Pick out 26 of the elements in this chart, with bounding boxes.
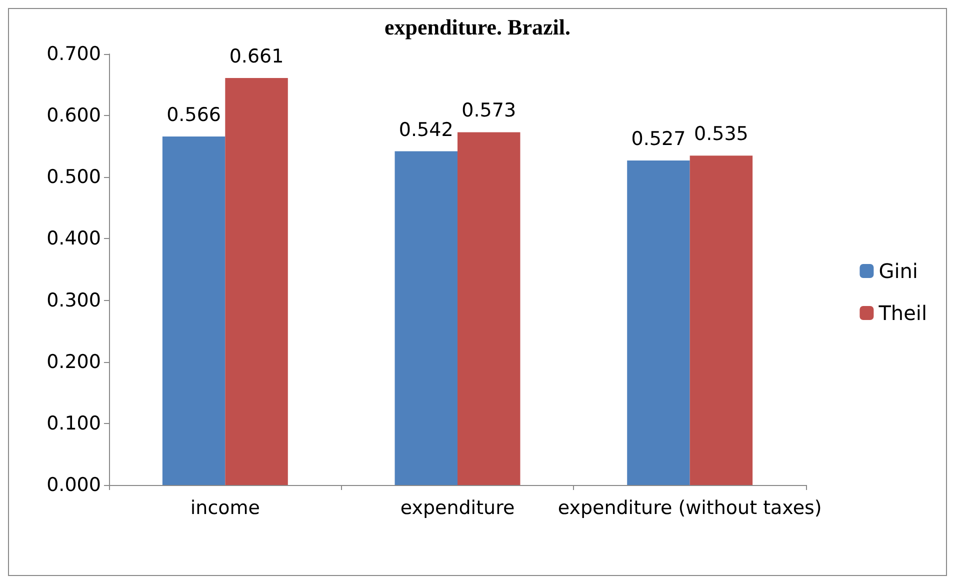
data-label: 0.661 (229, 46, 284, 68)
data-label: 0.535 (694, 123, 748, 146)
bar (690, 156, 753, 485)
bar (225, 78, 288, 485)
bar (394, 151, 458, 485)
data-label: 0.542 (398, 118, 454, 141)
text: 0.300 (46, 289, 101, 312)
data-label: 0.527 (631, 128, 686, 150)
text: 0.400 (46, 228, 101, 250)
bar (458, 132, 520, 485)
x-tick-label: expenditure (without taxes) (558, 497, 822, 519)
legend-label: Theil (878, 301, 927, 325)
x-tick-label: expenditure (400, 497, 515, 519)
text: 0.200 (46, 350, 101, 373)
chart-title: expenditure. Brazil. (384, 14, 570, 40)
text: 0.100 (46, 412, 101, 434)
data-label: 0.566 (166, 104, 222, 126)
data-label: 0.573 (462, 100, 516, 122)
x-tick-label: income (190, 497, 260, 519)
text: 0.500 (46, 166, 101, 188)
bar (627, 160, 690, 485)
text: 0.600 (46, 104, 101, 127)
legend-label: Gini (878, 259, 918, 283)
text: 0.000 (46, 474, 101, 496)
bar (162, 136, 226, 485)
text: 0.700 (46, 43, 101, 65)
